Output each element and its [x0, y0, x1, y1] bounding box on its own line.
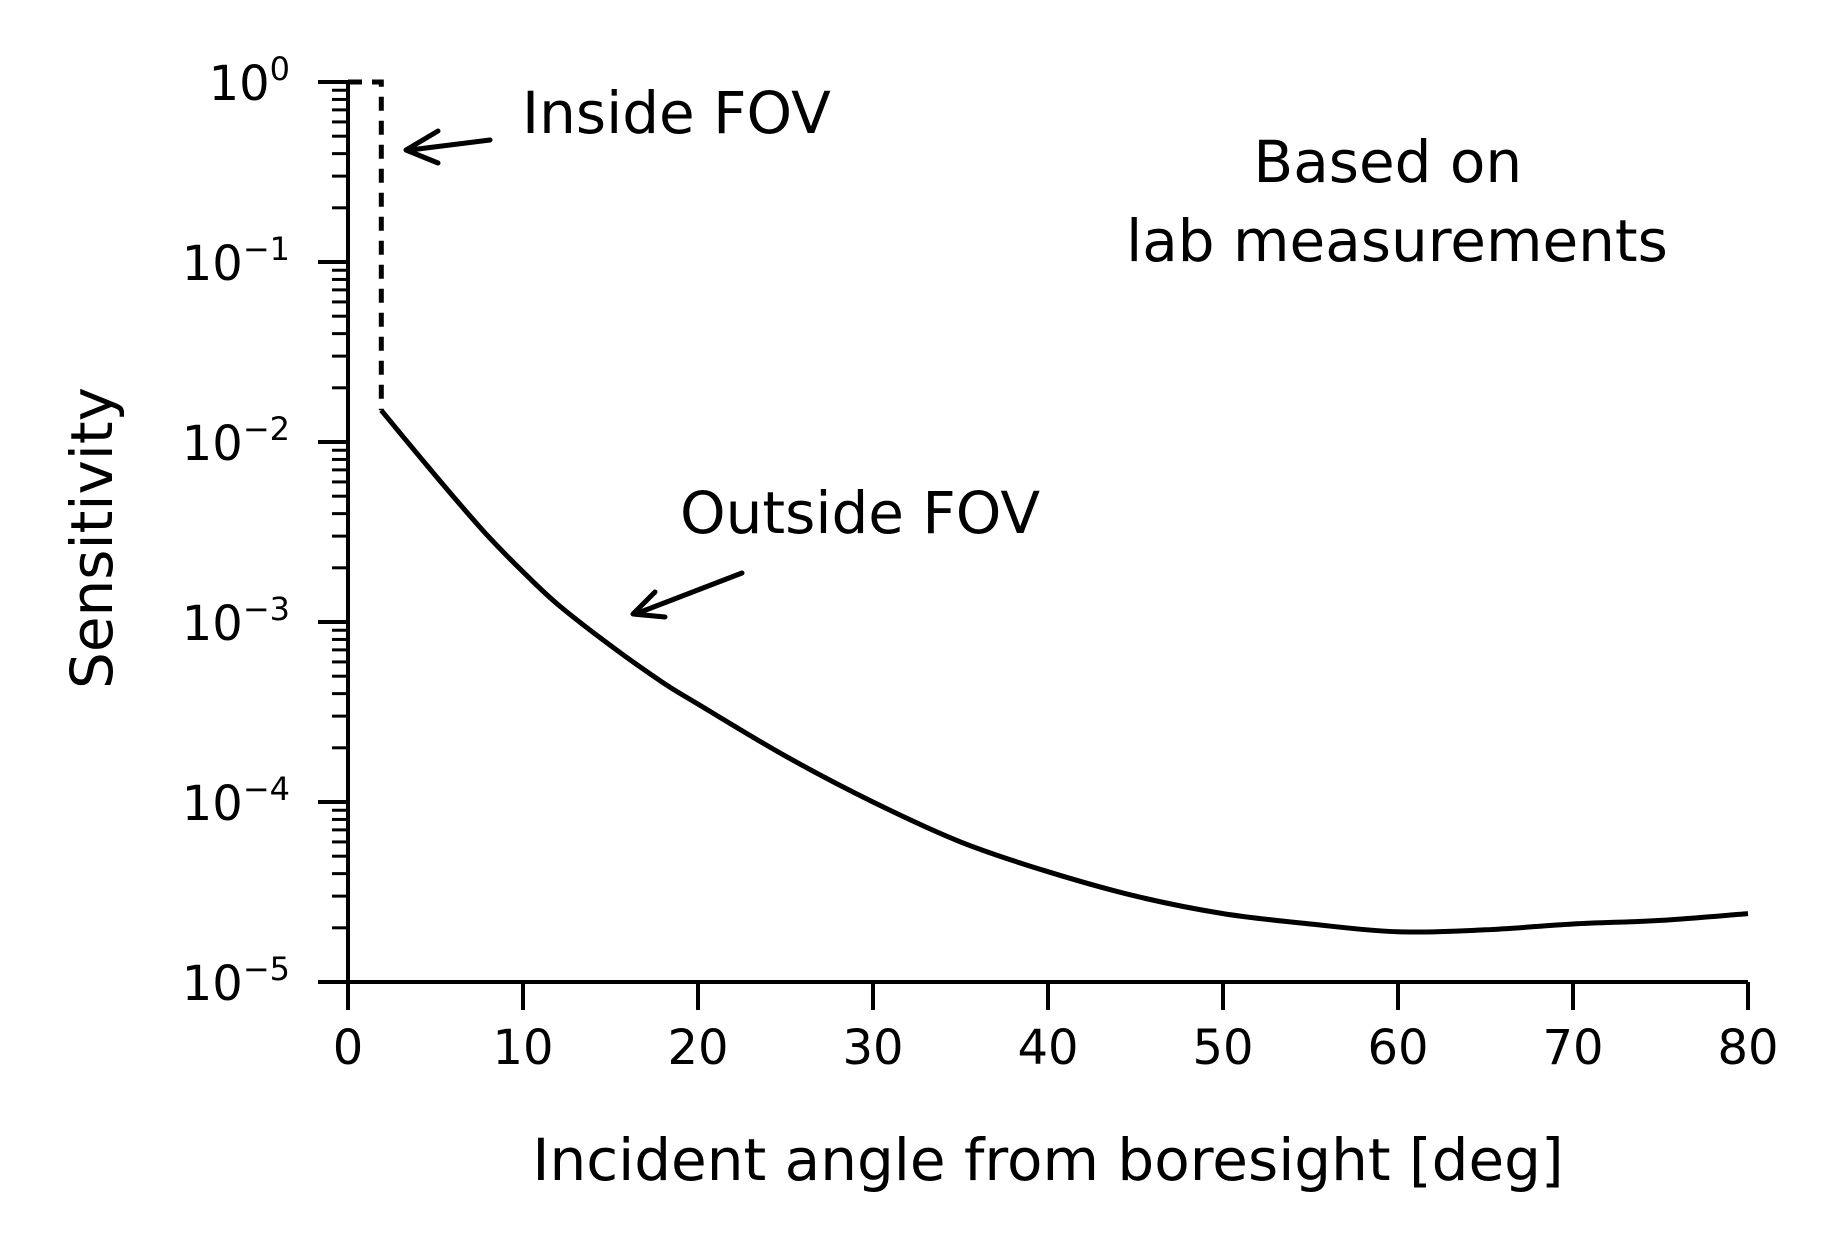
- outside-fov-label: Outside FOV: [680, 479, 1040, 547]
- outside-fov-arrowhead: [630, 589, 668, 620]
- lab-note-line-2: lab measurements: [1126, 207, 1668, 275]
- plot-marks: 0 10 20 30 40 50 60 70 80 100 10−1 10−2 10−3 10−4 10−5: [182, 50, 1779, 1076]
- x-tick-label: 10: [492, 1020, 553, 1076]
- inside-fov-label: Inside FOV: [522, 79, 831, 147]
- x-axis-label: Incident angle from boresight [deg]: [532, 1126, 1563, 1194]
- x-tick-label: 60: [1367, 1020, 1428, 1076]
- y-tick-label: 10−5: [182, 950, 290, 1012]
- inside-fov-annotation: Inside FOV: [403, 79, 831, 166]
- inside-fov-arrow: [407, 137, 493, 153]
- x-tick-label: 40: [1017, 1020, 1078, 1076]
- inside-fov-series-line: [348, 79, 384, 411]
- y-tick-label: 10−2: [182, 410, 290, 472]
- x-tick-label: 50: [1192, 1020, 1253, 1076]
- y-tick-label: 100: [209, 50, 290, 112]
- lab-note-line-1: Based on: [1253, 128, 1522, 196]
- y-tick-label: 10−3: [182, 590, 290, 652]
- x-tick-label: 70: [1542, 1020, 1603, 1076]
- y-tick-label: 10−4: [182, 770, 290, 832]
- outside-fov-annotation: Outside FOV: [630, 479, 1040, 620]
- lab-note: Based on lab measurements: [1126, 128, 1668, 275]
- x-tick-label: 80: [1717, 1020, 1778, 1076]
- inside-fov-arrowhead: [403, 128, 441, 166]
- x-tick-label: 0: [333, 1020, 364, 1076]
- y-tick-label: 10−1: [182, 230, 290, 292]
- x-tick-label: 20: [667, 1020, 728, 1076]
- outside-fov-series-line: [379, 408, 1749, 935]
- x-tick-label: 30: [842, 1020, 903, 1076]
- y-axis-label: Sensitivity: [58, 387, 126, 689]
- outside-fov-arrow: [635, 570, 745, 616]
